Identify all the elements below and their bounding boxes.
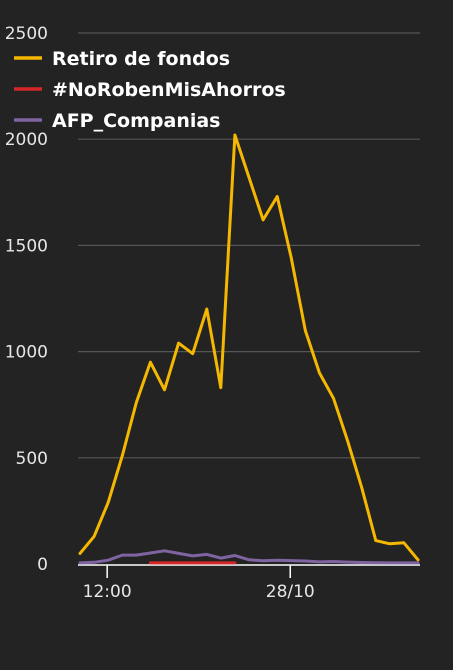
- y-tick-label: 500: [16, 449, 48, 469]
- legend: Retiro de fondos #NoRobenMisAhorros AFP_Co…: [14, 48, 286, 132]
- legend-label: #NoRobenMisAhorros: [52, 79, 286, 101]
- y-tick-label: 0: [37, 555, 48, 575]
- x-tick-label: 28/10: [266, 582, 315, 602]
- gridlines: [78, 32, 420, 459]
- x-tick-label: 12:00: [83, 582, 132, 602]
- series-lines: [78, 133, 420, 565]
- series-line-0: [78, 133, 420, 562]
- y-tick-label: 2000: [5, 130, 48, 150]
- series-line-2: [78, 549, 420, 565]
- y-tick-label: 1000: [5, 343, 48, 363]
- x-axis: 12:00 28/10: [78, 564, 420, 602]
- y-tick-label: 2500: [5, 24, 48, 44]
- y-axis-ticks: 0 500 1000 1500 2000 2500: [5, 24, 48, 575]
- legend-label: AFP_Companias: [52, 110, 221, 132]
- legend-label: Retiro de fondos: [52, 48, 230, 70]
- y-tick-label: 1500: [5, 236, 48, 256]
